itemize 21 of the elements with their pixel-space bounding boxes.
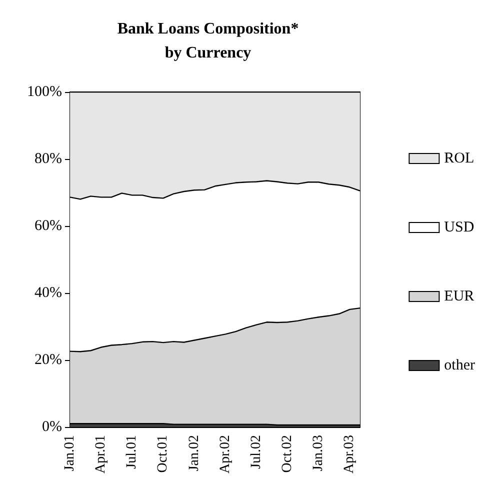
x-tick-label: Apr.01 xyxy=(94,435,109,474)
y-tick-label: 20% xyxy=(34,352,62,368)
chart-title: Bank Loans Composition* by Currency xyxy=(117,20,299,62)
x-tick-label: Apr.02 xyxy=(218,435,233,474)
x-tick-label: Oct.02 xyxy=(280,435,295,473)
x-tick-label: Jul.01 xyxy=(124,435,140,469)
legend-label: ROL xyxy=(444,150,474,166)
legend-label: other xyxy=(444,358,476,374)
y-tick-label: 0% xyxy=(42,419,62,435)
y-tick-label: 40% xyxy=(34,285,62,301)
x-tick-label: Jan.01 xyxy=(62,435,78,472)
y-tick-label: 60% xyxy=(34,218,62,234)
y-tick-label: 100% xyxy=(27,84,62,100)
x-tick-label: Jan.03 xyxy=(311,435,326,472)
x-tick-label: Jul.02 xyxy=(248,435,264,469)
legend-label: USD xyxy=(444,220,474,236)
x-tick-label: Oct.01 xyxy=(156,435,171,473)
y-tick-label: 80% xyxy=(34,151,62,167)
legend-label: EUR xyxy=(444,288,474,304)
x-tick-label: Apr.03 xyxy=(342,435,358,474)
x-tick-label: Jan.02 xyxy=(186,435,202,472)
